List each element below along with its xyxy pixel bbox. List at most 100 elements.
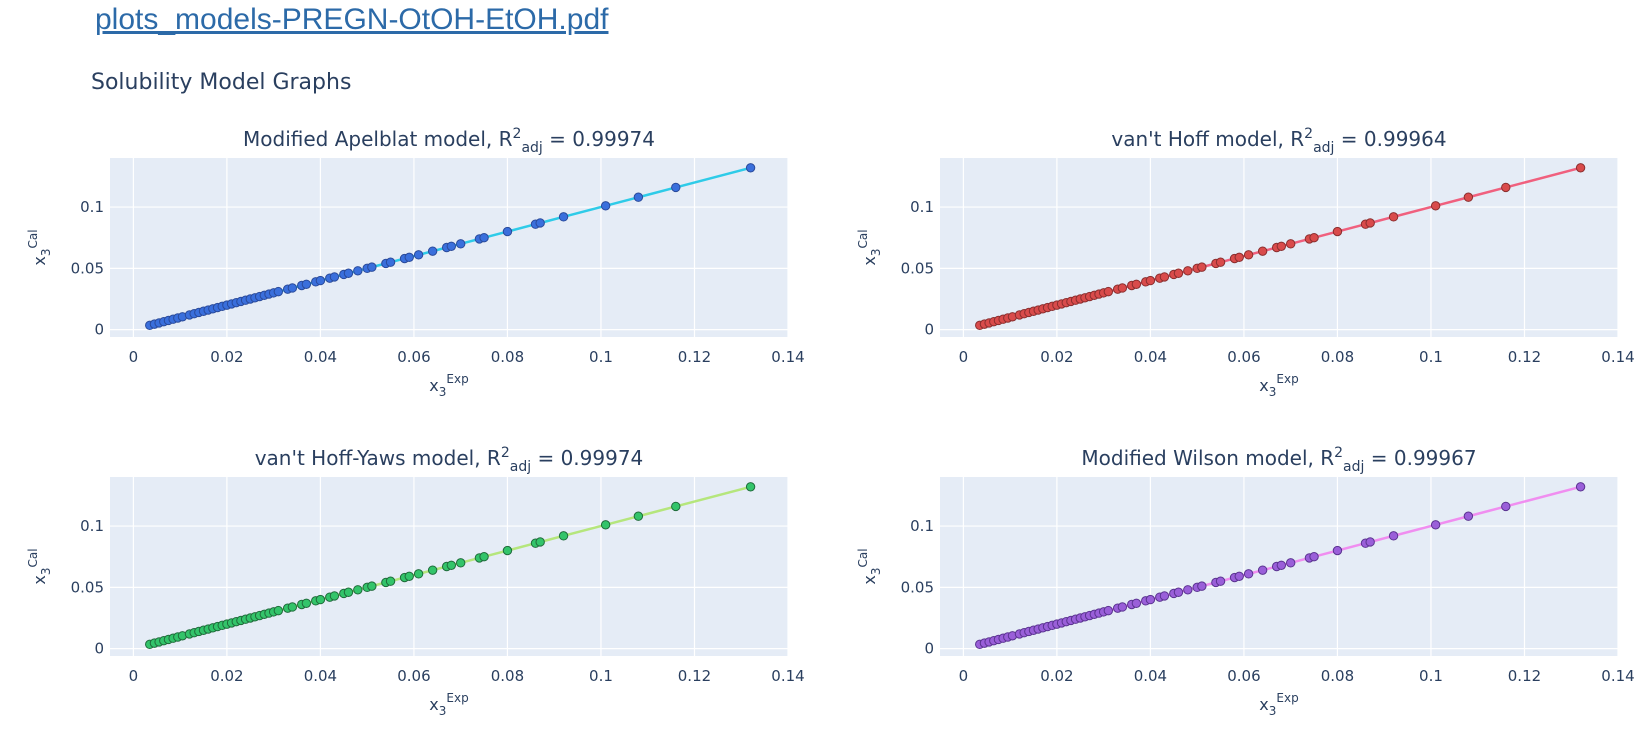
data-point — [479, 232, 489, 243]
data-point — [1183, 585, 1193, 595]
x-tick-label: 0.06 — [397, 667, 430, 685]
data-point — [633, 192, 644, 202]
data-point — [745, 482, 756, 492]
x-tick-label: 0.12 — [678, 348, 711, 366]
x-axis-label: x3Exp — [429, 691, 468, 718]
y-tick-label: 0.1 — [80, 517, 104, 535]
data-point — [1276, 560, 1287, 570]
data-point — [353, 585, 363, 595]
pdf-file-link[interactable]: plots_models-PREGN-OtOH-EtOH.pdf — [95, 3, 609, 36]
data-point — [1243, 569, 1254, 579]
data-point — [1365, 537, 1375, 547]
chart-title: Modified Wilson model, R2adj = 0.99967 — [1081, 445, 1476, 475]
chart-title: Modified Apelblat model, R2adj = 0.99974 — [243, 126, 655, 156]
data-point — [600, 201, 611, 211]
data-point — [1276, 241, 1287, 251]
x-tick-label: 0.06 — [1227, 667, 1260, 685]
y-tick-label: 0.1 — [910, 517, 934, 535]
x-axis-label: x3Exp — [429, 372, 468, 399]
data-point — [1388, 212, 1399, 222]
data-point — [1257, 246, 1268, 256]
data-point — [315, 275, 326, 286]
data-point — [535, 218, 545, 228]
data-point — [1103, 286, 1114, 297]
data-point — [479, 551, 489, 562]
data-point — [273, 605, 284, 616]
x-tick-label: 0.14 — [1601, 348, 1634, 366]
section-title: Solubility Model Graphs — [91, 70, 352, 95]
data-point — [329, 591, 340, 601]
data-point — [404, 571, 414, 582]
data-point — [1285, 239, 1296, 249]
x-tick-label: 0.02 — [1040, 667, 1073, 685]
x-tick-label: 0.14 — [1601, 667, 1634, 685]
data-point — [385, 257, 396, 267]
data-point — [413, 569, 424, 579]
data-point — [1117, 602, 1128, 612]
data-point — [1215, 576, 1226, 586]
chart-4: 0 0.02 0.04 0.06 0.08 0.1 0.12 0.14 0 0.05 0.1 Modi… — [856, 445, 1635, 718]
data-point — [329, 272, 340, 282]
y-axis-label: x3Cal — [26, 229, 53, 265]
x-tick-label: 0.1 — [589, 348, 613, 366]
x-tick-label: 0.04 — [1134, 348, 1167, 366]
data-point — [1234, 252, 1244, 263]
x-tick-label: 0.08 — [491, 667, 524, 685]
x-tick-label: 0.04 — [304, 667, 337, 685]
data-point — [1131, 598, 1142, 608]
data-point — [671, 182, 681, 193]
x-tick-label: 0.14 — [771, 348, 804, 366]
data-point — [558, 531, 569, 541]
data-point — [1365, 218, 1375, 228]
data-point — [1145, 594, 1156, 605]
x-axis-label: x3Exp — [1259, 691, 1298, 718]
y-axis-label: x3Cal — [26, 548, 53, 584]
data-point — [1243, 250, 1254, 260]
data-point — [1173, 587, 1184, 597]
y-tick-label: 0 — [94, 640, 104, 658]
data-point — [287, 283, 298, 293]
data-point — [1183, 266, 1193, 276]
y-tick-label: 0.05 — [901, 578, 934, 596]
data-point — [427, 246, 438, 256]
x-tick-label: 0.12 — [678, 667, 711, 685]
data-point — [301, 279, 312, 289]
data-point — [1131, 279, 1142, 289]
data-point — [1145, 275, 1156, 286]
data-point — [1463, 511, 1474, 521]
x-tick-label: 0.14 — [771, 667, 804, 685]
data-point — [367, 581, 377, 591]
data-point — [1332, 226, 1343, 237]
chart-2: 0 0.02 0.04 0.06 0.08 0.1 0.12 0.14 0 0.05 0.1 van'… — [856, 126, 1635, 399]
data-point — [671, 501, 681, 512]
data-point — [287, 602, 298, 612]
data-point — [1117, 283, 1128, 293]
data-point — [273, 286, 284, 297]
data-point — [367, 262, 377, 272]
x-tick-label: 0 — [129, 667, 139, 685]
x-tick-label: 0.04 — [304, 348, 337, 366]
data-point — [446, 560, 457, 570]
chart-1: 0 0.02 0.04 0.06 0.08 0.1 0.12 0.14 0 0.05 0.1 Modi… — [26, 126, 805, 399]
y-axis-label: x3Cal — [856, 229, 883, 265]
data-point — [1197, 581, 1207, 591]
y-tick-label: 0 — [94, 321, 104, 339]
x-tick-label: 0.06 — [397, 348, 430, 366]
y-tick-label: 0.1 — [910, 198, 934, 216]
data-point — [745, 163, 756, 173]
data-point — [1575, 163, 1586, 173]
data-point — [535, 537, 545, 547]
data-point — [502, 545, 513, 556]
data-point — [600, 520, 611, 530]
data-point — [455, 558, 466, 568]
data-point — [1501, 501, 1511, 512]
data-point — [446, 241, 457, 251]
x-tick-label: 0 — [959, 348, 969, 366]
y-tick-label: 0.05 — [71, 578, 104, 596]
data-point — [427, 565, 438, 575]
data-point — [1197, 262, 1207, 272]
y-tick-label: 0.1 — [80, 198, 104, 216]
chart-title: van't Hoff model, R2adj = 0.99964 — [1111, 126, 1446, 156]
data-point — [1430, 201, 1441, 211]
data-point — [353, 266, 363, 276]
